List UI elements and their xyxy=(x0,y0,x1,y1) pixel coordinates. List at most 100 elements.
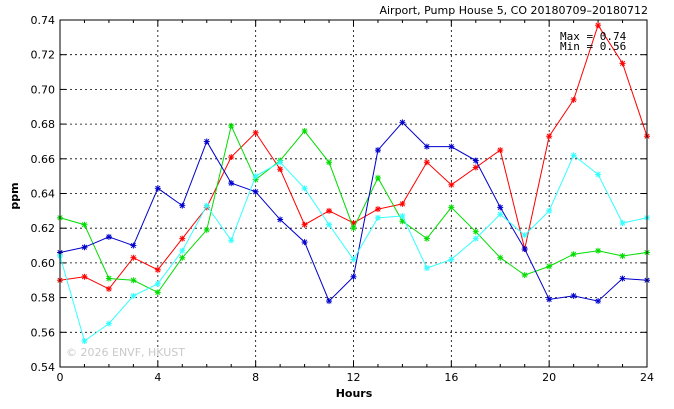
y-tick-label: 0.58 xyxy=(31,292,56,305)
watermark: © 2026 ENVF, HKUST xyxy=(66,346,185,359)
series-3-point xyxy=(521,246,528,253)
x-axis-label: Hours xyxy=(336,387,373,400)
x-tick-label: 24 xyxy=(640,371,654,384)
chart-title: Airport, Pump House 5, CO 20180709–20180… xyxy=(379,4,648,17)
series-2-point xyxy=(203,226,210,233)
series-3-point xyxy=(350,273,357,280)
y-axis-label: ppm xyxy=(8,182,21,209)
series-3-point xyxy=(423,143,430,150)
series-3-point xyxy=(105,233,112,240)
series-2-point xyxy=(326,159,333,166)
series-3-point xyxy=(301,239,308,246)
series-2-point xyxy=(521,272,528,279)
series-1-point xyxy=(423,159,430,166)
series-2-point xyxy=(472,228,479,235)
series-2-point xyxy=(374,174,381,181)
series-4-point xyxy=(154,280,161,287)
series-1-point xyxy=(399,200,406,207)
series-4-point xyxy=(497,211,504,218)
series-3-point xyxy=(546,296,553,303)
plot-frame xyxy=(59,19,648,368)
x-tick-label: 20 xyxy=(542,371,556,384)
series-2-point xyxy=(301,128,308,135)
series-1-point xyxy=(130,254,137,261)
y-tick-label: 0.72 xyxy=(31,49,56,62)
series-1-point xyxy=(154,266,161,273)
series-2-point xyxy=(350,225,357,232)
series-2-point xyxy=(179,254,186,261)
series-3-point xyxy=(81,244,88,251)
y-tick-label: 0.68 xyxy=(31,118,56,131)
series-3-point xyxy=(472,157,479,164)
series-4-point xyxy=(521,232,528,239)
series-4-point xyxy=(350,256,357,263)
y-tick-label: 0.66 xyxy=(31,153,56,166)
series-3-point xyxy=(179,202,186,209)
series-1-point xyxy=(252,129,259,136)
y-tick-label: 0.64 xyxy=(31,188,56,201)
series-2-point xyxy=(595,247,602,254)
series-1-point xyxy=(228,154,235,161)
series-4-point xyxy=(203,202,210,209)
series-1-point xyxy=(595,22,602,29)
series-4-point xyxy=(472,235,479,242)
series-2-point xyxy=(546,263,553,270)
series-3-point xyxy=(228,180,235,187)
y-tick-label: 0.62 xyxy=(31,222,56,235)
series-2-point xyxy=(497,254,504,261)
series-1-point xyxy=(326,207,333,214)
y-tick-label: 0.54 xyxy=(31,361,56,374)
series-1-point xyxy=(81,273,88,280)
series-1-point xyxy=(277,166,284,173)
series-4-point xyxy=(277,159,284,166)
series-4-point xyxy=(252,173,259,180)
series-1-point xyxy=(374,206,381,213)
series-4-point xyxy=(130,292,137,299)
series-4-point xyxy=(105,320,112,327)
series-3-point xyxy=(252,188,259,195)
series-group xyxy=(57,22,650,344)
y-tick-label: 0.70 xyxy=(31,83,56,96)
series-1-point xyxy=(619,60,626,67)
axis-ticks: 0 4 8 12 16 20 24 0.54 0.56 0.58 0.60 0.62 0.64 0.66 0… xyxy=(31,14,655,384)
series-4-point xyxy=(546,207,553,214)
min-annotation: Min = 0.56 xyxy=(560,40,626,53)
x-tick-label: 16 xyxy=(444,371,458,384)
series-2-point xyxy=(228,122,235,129)
series-3-point xyxy=(203,138,210,145)
series-4-point xyxy=(326,221,333,228)
series-4-point xyxy=(619,219,626,226)
series-4-point xyxy=(179,247,186,254)
series-1-point xyxy=(546,133,553,140)
x-tick-label: 8 xyxy=(252,371,259,384)
y-tick-label: 0.60 xyxy=(31,257,56,270)
series-4-point xyxy=(448,256,455,263)
series-3-point xyxy=(326,298,333,305)
series-1-point xyxy=(448,181,455,188)
series-1-point xyxy=(570,96,577,103)
series-4-point xyxy=(81,337,88,344)
series-4-point xyxy=(301,185,308,192)
series-4-point xyxy=(570,152,577,159)
y-tick-label: 0.56 xyxy=(31,326,56,339)
series-3-point xyxy=(399,119,406,126)
series-3-point xyxy=(154,185,161,192)
max-annotation: Max = 0.74 xyxy=(560,30,627,43)
series-2-point xyxy=(81,221,88,228)
series-3-point xyxy=(374,147,381,154)
y-tick-label: 0.74 xyxy=(31,14,56,27)
series-4-point xyxy=(399,213,406,220)
x-tick-label: 12 xyxy=(347,371,361,384)
series-1-point xyxy=(105,285,112,292)
series-1-point xyxy=(472,164,479,171)
x-tick-label: 0 xyxy=(57,371,64,384)
series-1-point xyxy=(497,147,504,154)
series-2-point xyxy=(130,277,137,284)
series-1-point xyxy=(301,221,308,228)
series-3-point xyxy=(130,242,137,249)
series-3-point xyxy=(497,204,504,211)
series-2-point xyxy=(154,289,161,296)
series-2-point xyxy=(619,252,626,259)
